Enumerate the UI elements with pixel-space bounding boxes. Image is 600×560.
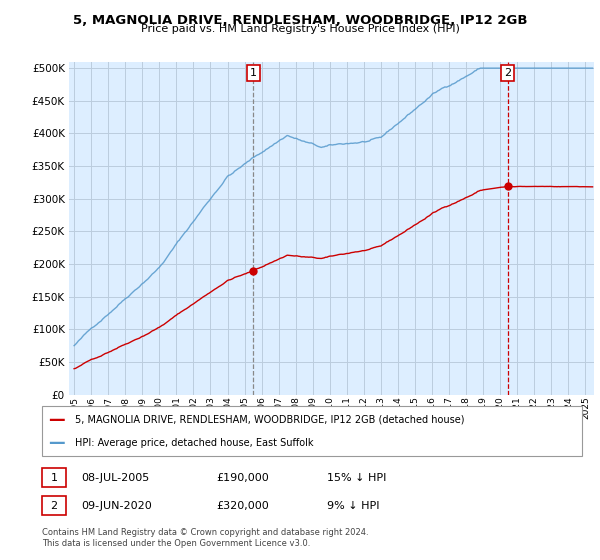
Text: HPI: Average price, detached house, East Suffolk: HPI: Average price, detached house, East… [75, 438, 314, 448]
Text: Contains HM Land Registry data © Crown copyright and database right 2024.
This d: Contains HM Land Registry data © Crown c… [42, 528, 368, 548]
Text: 1: 1 [50, 473, 58, 483]
Text: £320,000: £320,000 [216, 501, 269, 511]
Text: 15% ↓ HPI: 15% ↓ HPI [327, 473, 386, 483]
Text: 2: 2 [50, 501, 58, 511]
Text: 08-JUL-2005: 08-JUL-2005 [81, 473, 149, 483]
Text: —: — [48, 410, 65, 428]
Text: 9% ↓ HPI: 9% ↓ HPI [327, 501, 380, 511]
Text: 1: 1 [250, 68, 257, 78]
Text: —: — [48, 434, 65, 452]
Text: 5, MAGNOLIA DRIVE, RENDLESHAM, WOODBRIDGE, IP12 2GB (detached house): 5, MAGNOLIA DRIVE, RENDLESHAM, WOODBRIDG… [75, 414, 464, 424]
Text: 2: 2 [504, 68, 511, 78]
Text: 09-JUN-2020: 09-JUN-2020 [81, 501, 152, 511]
Text: Price paid vs. HM Land Registry's House Price Index (HPI): Price paid vs. HM Land Registry's House … [140, 24, 460, 34]
Text: £190,000: £190,000 [216, 473, 269, 483]
Text: 5, MAGNOLIA DRIVE, RENDLESHAM, WOODBRIDGE, IP12 2GB: 5, MAGNOLIA DRIVE, RENDLESHAM, WOODBRIDG… [73, 14, 527, 27]
